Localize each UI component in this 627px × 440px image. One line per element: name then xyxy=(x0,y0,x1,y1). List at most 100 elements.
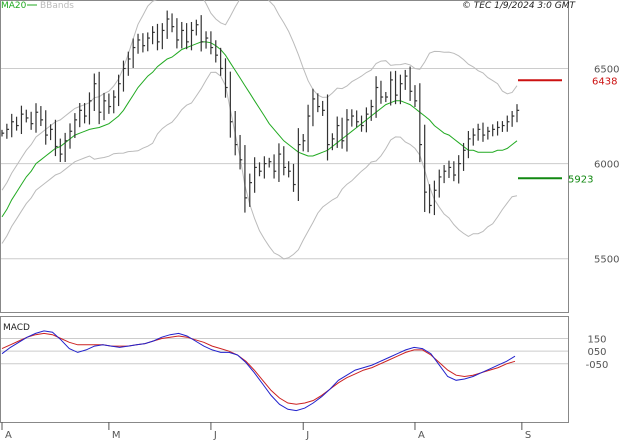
price-bar xyxy=(152,26,155,45)
signal-line xyxy=(1,332,516,405)
price-bar xyxy=(443,165,447,184)
price-bar xyxy=(234,111,238,156)
price-bar xyxy=(506,115,510,132)
price-tick-5500: 5500 xyxy=(594,255,619,266)
price-bar xyxy=(64,132,68,162)
macd-tick-050: 050 xyxy=(587,347,606,358)
legend-bbands: BBands xyxy=(40,1,74,11)
price-bar xyxy=(273,154,277,179)
price-bar xyxy=(181,21,184,49)
price-bar xyxy=(390,71,393,106)
price-bar xyxy=(35,103,39,133)
bollinger-bands xyxy=(1,0,518,260)
price-bar xyxy=(351,109,355,127)
price-bar xyxy=(419,83,423,163)
price-bar xyxy=(516,104,520,123)
macd-tick-150: 150 xyxy=(587,335,606,346)
price-bar xyxy=(54,119,58,157)
price-bar xyxy=(103,92,107,121)
price-bar xyxy=(83,103,87,124)
price-grid xyxy=(1,67,568,260)
price-bar xyxy=(137,33,141,54)
price-levels: 6438 5923 xyxy=(518,76,617,185)
price-bar xyxy=(1,129,5,137)
ma20-line xyxy=(1,41,518,218)
price-bar xyxy=(239,134,243,170)
price-bar xyxy=(147,32,150,52)
price-bar xyxy=(59,138,63,162)
price-bar xyxy=(195,19,199,36)
x-tick-label-J: J xyxy=(305,430,309,440)
x-tick-label-J: J xyxy=(213,430,217,440)
price-bar xyxy=(424,124,427,213)
price-bar xyxy=(254,157,257,193)
macd-lines xyxy=(1,330,516,412)
ma20-path xyxy=(1,41,518,218)
bbands-upper xyxy=(1,0,518,191)
price-bar xyxy=(171,13,175,33)
price-bar xyxy=(477,123,481,141)
price-bar xyxy=(215,40,218,63)
price-bar xyxy=(409,66,413,101)
price-bar xyxy=(118,74,121,107)
price-bar xyxy=(462,142,466,171)
price-bar xyxy=(394,70,398,105)
price-bar xyxy=(244,145,248,213)
price-bars xyxy=(1,10,520,216)
price-bar xyxy=(122,60,126,92)
price-bar xyxy=(88,92,92,125)
price-bar xyxy=(472,128,476,146)
price-bar xyxy=(205,31,209,49)
macd-panel-frame xyxy=(0,316,569,423)
price-bar xyxy=(482,122,486,142)
price-bar xyxy=(297,128,301,201)
price-bar xyxy=(496,121,500,136)
price-bar xyxy=(360,115,364,132)
price-bar xyxy=(288,161,291,178)
resistance-label: 6438 xyxy=(592,76,617,87)
price-bar xyxy=(190,21,194,51)
price-bar xyxy=(336,116,340,148)
price-bar xyxy=(210,31,214,55)
price-bar xyxy=(448,160,452,178)
price-bar xyxy=(79,103,82,128)
price-bar xyxy=(176,18,180,49)
macd-tick--050: -050 xyxy=(586,360,609,371)
price-bar xyxy=(113,90,116,114)
price-bar xyxy=(356,110,359,128)
x-tick-label-M: M xyxy=(112,430,121,440)
price-bar xyxy=(511,111,515,127)
price-bar xyxy=(312,88,316,127)
price-bar xyxy=(98,71,102,125)
price-bar xyxy=(132,38,136,69)
macd-title: MACD xyxy=(3,323,30,333)
price-bar xyxy=(74,113,78,139)
price-bar xyxy=(341,117,345,149)
price-bar xyxy=(268,157,272,168)
price-bar xyxy=(108,93,112,114)
price-bar xyxy=(229,71,233,138)
macd-line xyxy=(1,330,516,412)
x-tick-label-A: A xyxy=(418,430,425,440)
price-bar xyxy=(258,162,262,177)
support-label: 5923 xyxy=(568,174,593,185)
price-bar xyxy=(224,58,228,98)
price-tick-6000: 6000 xyxy=(594,160,619,171)
price-bar xyxy=(93,73,97,112)
price-bar xyxy=(322,100,325,116)
price-bar xyxy=(438,169,442,198)
price-bar xyxy=(127,51,131,76)
price-bar xyxy=(326,94,330,161)
price-bar xyxy=(365,107,369,133)
price-bar xyxy=(6,123,10,139)
price-bar xyxy=(292,163,296,192)
price-bar xyxy=(385,91,389,103)
price-bar xyxy=(399,74,403,105)
price-bar xyxy=(487,126,491,140)
price-bar xyxy=(428,184,432,214)
price-bar xyxy=(25,109,29,123)
price-bar xyxy=(458,155,461,184)
price-bar xyxy=(467,130,471,159)
